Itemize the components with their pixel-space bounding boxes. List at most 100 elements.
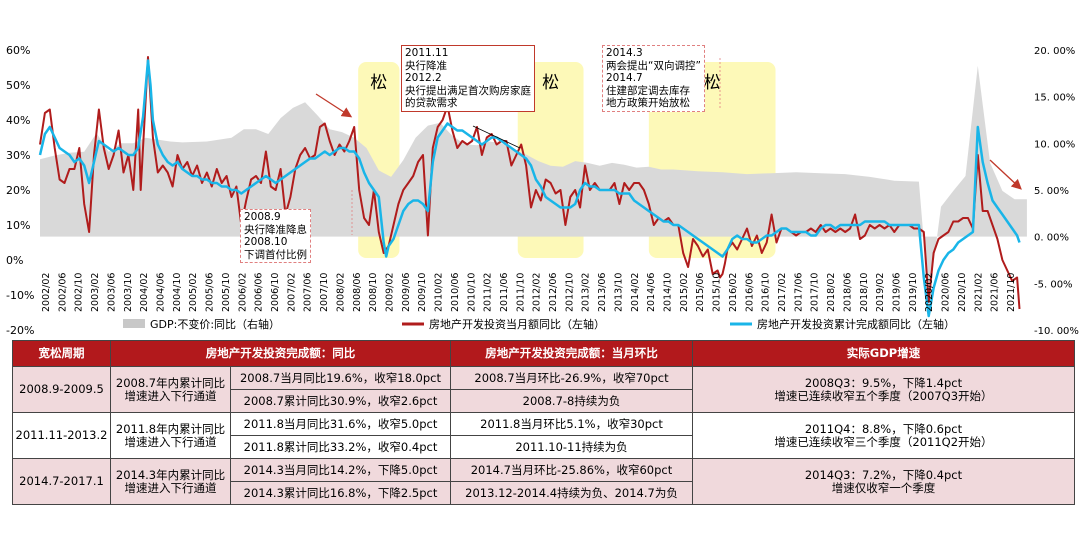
x-tick-label: 2007/02 bbox=[286, 273, 297, 312]
annotation-2011: 2011.11 央行降准 2012.2 央行提出满足首次购房家庭 的贷款需求 bbox=[401, 45, 535, 112]
easing-label-3: 松 bbox=[704, 73, 721, 93]
cell-gdp: 2014Q3：7.2%，下降0.4pct 增速仅收窄一个季度 bbox=[692, 458, 1075, 505]
x-tick-label: 2004/10 bbox=[172, 273, 183, 312]
x-tick-label: 2002/02 bbox=[41, 273, 52, 312]
y-left-tick-label: 20% bbox=[6, 184, 30, 197]
x-tick-label: 2015/10 bbox=[712, 273, 723, 312]
x-tick-label: 2019/02 bbox=[875, 273, 886, 312]
table-row: 2008.7累计同比30.9%，收窄2.6pct 2008.7-8持续为负 bbox=[13, 389, 1075, 413]
x-tick-label: 2004/02 bbox=[139, 273, 150, 312]
table-row: 2014.7-2017.1 2014.3年内累计同比 增速进入下行通道 2014… bbox=[12, 458, 1075, 505]
x-tick-label: 2010/10 bbox=[466, 273, 477, 312]
x-tick-label: 2012/06 bbox=[548, 273, 559, 312]
easing-label-1: 松 bbox=[370, 73, 387, 93]
cell-mom-1: 2014.7当月环比-25.86%，收窄60pct bbox=[450, 458, 693, 482]
cell-yoy-month: 2011.8当月同比31.6%，收窄5.0pct bbox=[230, 412, 451, 436]
header-mom: 房地产开发投资完成额：当月环比 bbox=[450, 340, 693, 367]
x-tick-label: 2009/02 bbox=[384, 273, 395, 312]
cell-mom-2: 2008.7-8持续为负 bbox=[450, 389, 693, 413]
x-tick-label: 2013/10 bbox=[613, 273, 624, 312]
y-left-tick-label: 60% bbox=[6, 44, 30, 57]
y-right-tick-label: 20. 00% bbox=[1034, 46, 1075, 57]
header-yoy: 房地产开发投资完成额：同比 bbox=[110, 340, 451, 367]
x-tick-label: 2009/06 bbox=[401, 273, 412, 312]
x-tick-label: 2016/10 bbox=[761, 273, 772, 312]
arrow-2021 bbox=[989, 159, 1022, 190]
legend-label: 房地产开发投资累计完成额同比（左轴） bbox=[757, 317, 955, 331]
cell-mom-2: 2011.10-11持续为负 bbox=[450, 435, 693, 459]
x-tick-label: 2013/02 bbox=[581, 273, 592, 312]
x-tick-label: 2018/10 bbox=[859, 273, 870, 312]
gdp-area-series bbox=[40, 65, 1027, 301]
cell-yoy-month: 2014.3当月同比14.2%，下降5.0pct bbox=[230, 458, 451, 482]
y-right-tick-label: 0. 00% bbox=[1034, 233, 1069, 244]
annotation-2014: 2014.3 两会提出“双向调控” 2014.7 住建部定调去库存 地方政策开始… bbox=[602, 45, 705, 112]
x-tick-label: 2010/02 bbox=[434, 273, 445, 312]
annotation-2008: 2008.9 央行降准降息 2008.10 下调首付比例 bbox=[240, 209, 311, 263]
legend-swatch-gdp bbox=[123, 319, 145, 328]
table-row: 2011.11-2013.2 2011.8年内累计同比 增速进入下行通道 201… bbox=[12, 412, 1075, 459]
x-tick-label: 2018/02 bbox=[826, 273, 837, 312]
gdp-area bbox=[40, 65, 1027, 301]
x-tick-label: 2012/10 bbox=[564, 273, 575, 312]
cell-trend: 2008.7年内累计同比 增速进入下行通道 bbox=[110, 366, 231, 413]
x-tick-label: 2011/02 bbox=[483, 273, 494, 312]
cell-gdp: 2011Q4：8.8%，下降0.6pct 增速已连续收窄三个季度（2011Q2开… bbox=[692, 412, 1075, 459]
x-tick-label: 2015/02 bbox=[679, 273, 690, 312]
table-header-row: 宽松周期 房地产开发投资完成额：同比 房地产开发投资完成额：当月环比 实际GDP… bbox=[12, 340, 1075, 367]
table-row: 2008.9-2009.5 2008.7年内累计同比 增速进入下行通道 2008… bbox=[12, 366, 1075, 413]
x-tick-label: 2007/10 bbox=[319, 273, 330, 312]
x-tick-label: 2020/06 bbox=[941, 273, 952, 312]
investment-line-series bbox=[38, 56, 1021, 318]
x-tick-label: 2021/02 bbox=[973, 273, 984, 312]
y-left-tick-label: -20% bbox=[6, 324, 34, 337]
cell-mom-1: 2008.7当月环比-26.9%，收窄70pct bbox=[450, 366, 693, 390]
x-tick-label: 2014/06 bbox=[646, 273, 657, 312]
x-tick-label: 2009/10 bbox=[417, 273, 428, 312]
x-tick-label: 2013/06 bbox=[597, 273, 608, 312]
x-tick-label: 2012/02 bbox=[532, 273, 543, 312]
header-gdp: 实际GDP增速 bbox=[692, 340, 1075, 367]
cell-yoy-cum: 2014.3累计同比16.8%，下降2.5pct bbox=[230, 481, 451, 505]
arrow-2008 bbox=[315, 93, 353, 118]
x-tick-label: 2003/06 bbox=[106, 273, 117, 312]
y-right-tick-label: 10. 00% bbox=[1034, 139, 1075, 150]
table-row: 2011.8累计同比33.2%，收窄0.4pct 2011.10-11持续为负 bbox=[13, 435, 1075, 459]
x-tick-label: 2016/02 bbox=[728, 273, 739, 312]
cumulative-yoy-line bbox=[38, 59, 1021, 318]
y-left-tick-label: -10% bbox=[6, 289, 34, 302]
y-right-tick-label: -10. 00% bbox=[1034, 326, 1079, 337]
y-axis-ticks: 60% 50% 40% 30% 20% 10% 0% -10% -20% 20. 00% 15. 0… bbox=[6, 44, 1079, 337]
x-tick-label: 2003/10 bbox=[123, 273, 134, 312]
cell-yoy-cum: 2011.8累计同比33.2%，收窄0.4pct bbox=[230, 435, 451, 459]
x-axis-ticks: 2002/02 2002/06 2002/10 2003/02 2003/06 2003/… bbox=[41, 273, 1017, 312]
x-tick-label: 2020/02 bbox=[924, 273, 935, 312]
cell-period: 2014.7-2017.1 bbox=[12, 458, 111, 505]
x-tick-label: 2008/10 bbox=[368, 273, 379, 312]
x-tick-label: 2006/02 bbox=[237, 273, 248, 312]
x-tick-label: 2006/06 bbox=[254, 273, 265, 312]
cell-yoy-cum: 2008.7累计同比30.9%，收窄2.6pct bbox=[230, 389, 451, 413]
y-right-tick-label: 5. 00% bbox=[1034, 186, 1069, 197]
x-tick-label: 2019/10 bbox=[908, 273, 919, 312]
x-tick-label: 2008/06 bbox=[352, 273, 363, 312]
x-tick-label: 2003/02 bbox=[90, 273, 101, 312]
x-tick-label: 2010/06 bbox=[450, 273, 461, 312]
x-tick-label: 2011/06 bbox=[499, 273, 510, 312]
x-tick-label: 2014/10 bbox=[663, 273, 674, 312]
x-tick-label: 2017/10 bbox=[810, 273, 821, 312]
cell-period: 2011.11-2013.2 bbox=[12, 412, 111, 459]
x-tick-label: 2014/02 bbox=[630, 273, 641, 312]
x-tick-label: 2019/06 bbox=[892, 273, 903, 312]
x-tick-label: 2018/06 bbox=[842, 273, 853, 312]
x-tick-label: 2006/10 bbox=[270, 273, 281, 312]
y-right-tick-label: -5. 00% bbox=[1034, 279, 1073, 290]
cell-yoy-month: 2008.7当月同比19.6%，收窄18.0pct bbox=[230, 366, 451, 390]
easing-cycle-table: 宽松周期 房地产开发投资完成额：同比 房地产开发投资完成额：当月环比 实际GDP… bbox=[12, 340, 1075, 505]
x-tick-label: 2008/02 bbox=[335, 273, 346, 312]
y-left-tick-label: 0% bbox=[6, 254, 23, 267]
cell-mom-1: 2011.8当月环比5.1%，收窄30pct bbox=[450, 412, 693, 436]
y-right-tick-label: 15. 00% bbox=[1034, 93, 1075, 104]
easing-label-2: 松 bbox=[542, 73, 559, 93]
